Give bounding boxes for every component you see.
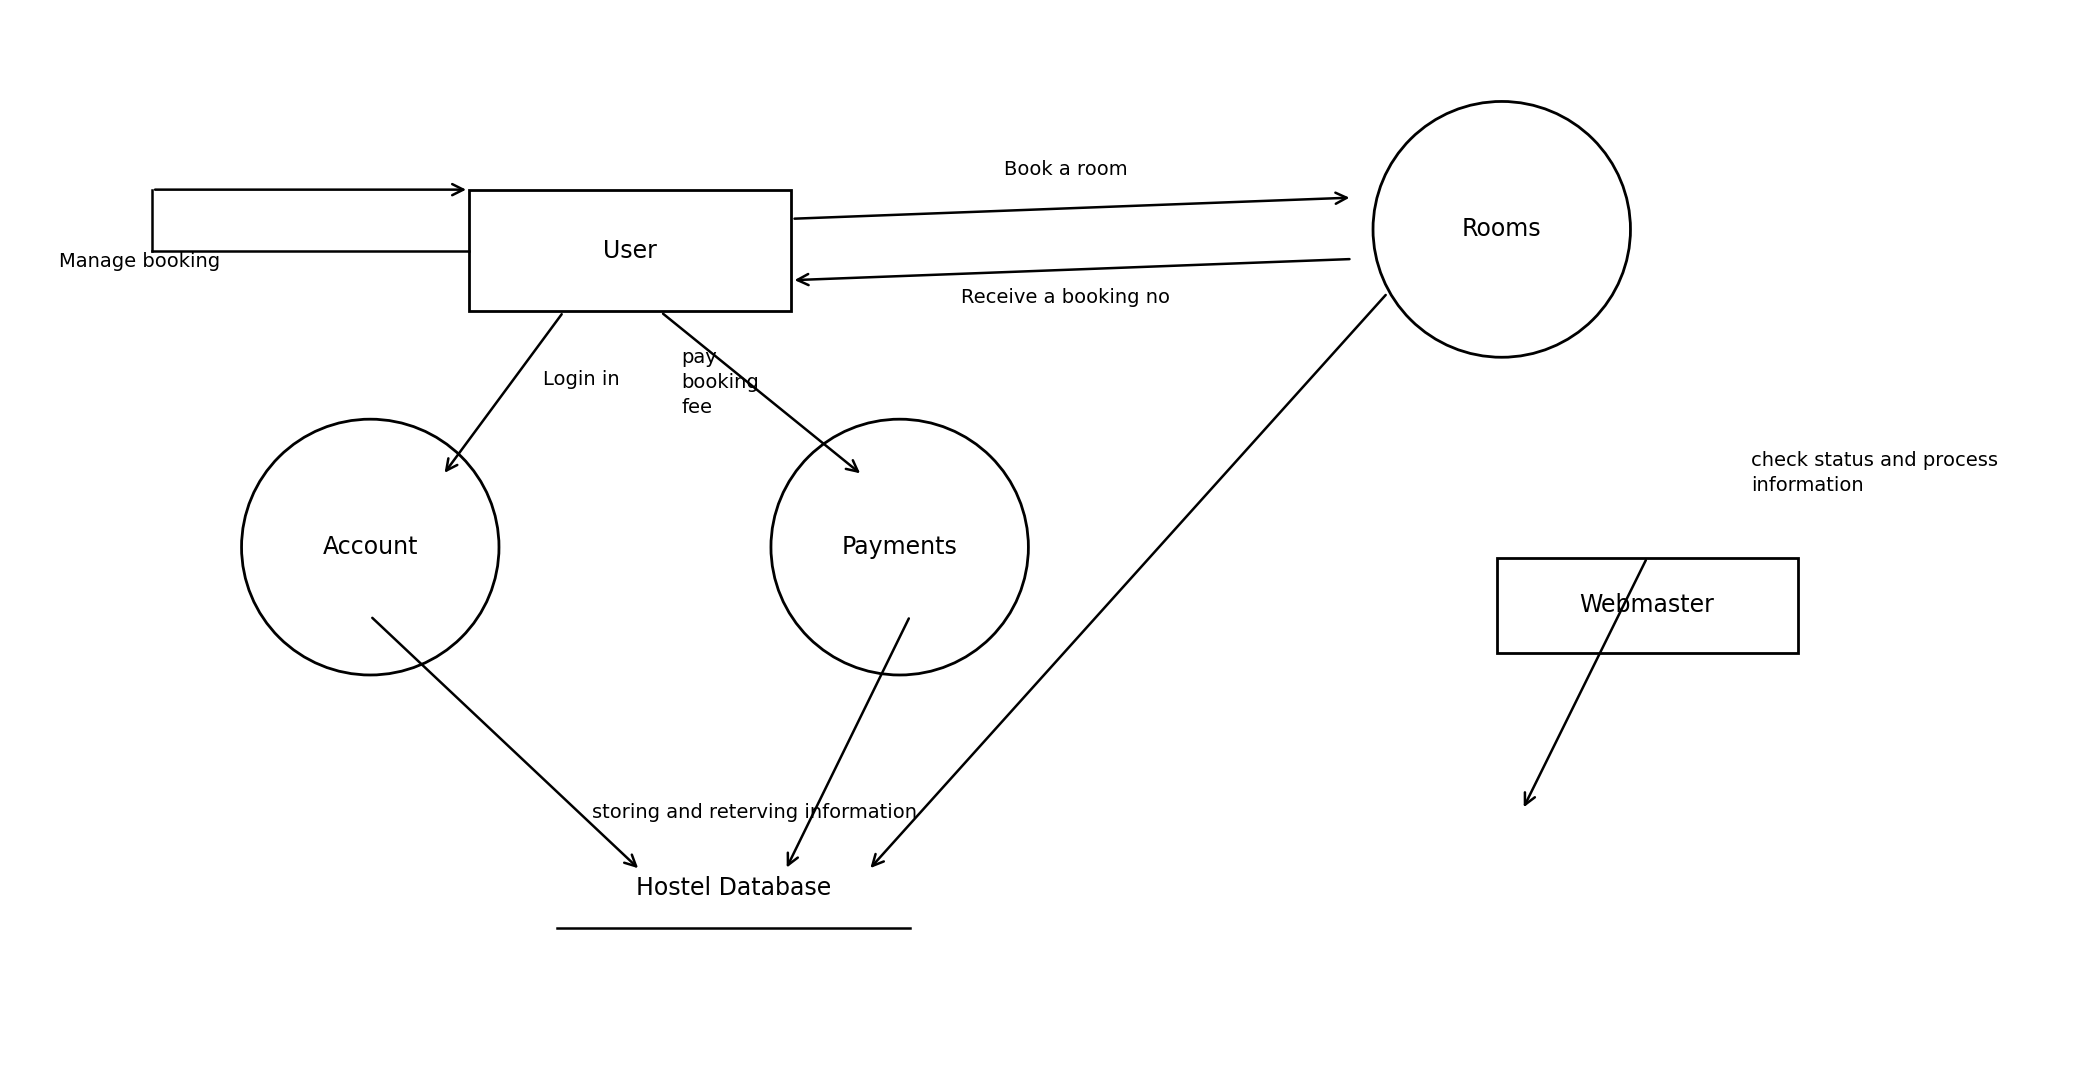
Text: Manage booking: Manage booking [59, 252, 219, 270]
Text: Webmaster: Webmaster [1580, 593, 1714, 617]
Text: storing and reterving information: storing and reterving information [591, 804, 918, 823]
Text: Account: Account [322, 535, 418, 559]
Text: Receive a booking no: Receive a booking no [961, 288, 1170, 307]
Text: Hostel Database: Hostel Database [635, 876, 832, 900]
FancyBboxPatch shape [468, 190, 790, 311]
Text: Rooms: Rooms [1461, 218, 1542, 241]
Text: check status and process
information: check status and process information [1751, 451, 1998, 495]
Text: Payments: Payments [842, 535, 957, 559]
Text: User: User [602, 238, 656, 263]
FancyBboxPatch shape [1496, 558, 1797, 653]
Text: pay
booking
fee: pay booking fee [681, 349, 759, 417]
Text: Book a room: Book a room [1003, 160, 1129, 178]
Text: Login in: Login in [543, 370, 619, 389]
